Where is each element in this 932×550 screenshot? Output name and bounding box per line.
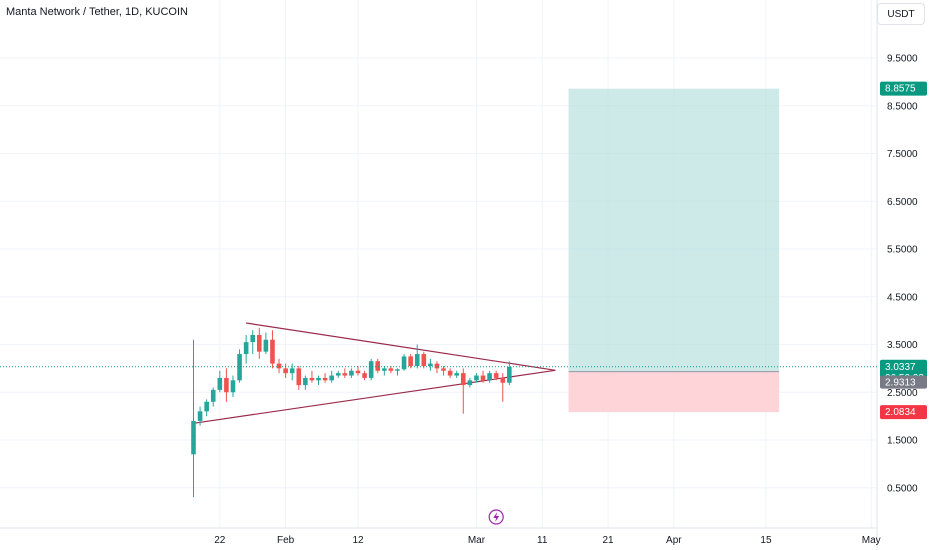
x-tick-label: 21 bbox=[602, 535, 614, 546]
stop-price-tag-text: 2.0834 bbox=[885, 407, 916, 418]
triangle-lower-line bbox=[193, 369, 556, 424]
x-tick-label: 12 bbox=[352, 535, 364, 546]
current-price-tag-text: 3.0337 bbox=[885, 362, 916, 373]
candle-body bbox=[460, 373, 466, 386]
candle-body bbox=[250, 334, 256, 343]
x-tick-label: 22 bbox=[214, 535, 226, 546]
candle-body bbox=[507, 366, 512, 383]
candle-body bbox=[349, 370, 354, 376]
candle-body bbox=[322, 377, 328, 381]
candle-body bbox=[224, 377, 229, 393]
candle-body bbox=[500, 377, 506, 383]
candle-body bbox=[408, 356, 413, 366]
candle-body bbox=[474, 375, 479, 381]
y-tick-label: 5.5000 bbox=[887, 245, 918, 256]
event-marker[interactable] bbox=[488, 509, 504, 525]
entry-price-tag-text: 2.9313 bbox=[885, 378, 916, 389]
y-tick-label: 6.5000 bbox=[887, 197, 918, 208]
candle-body bbox=[421, 354, 427, 366]
stop-price-tag: 2.0834 bbox=[880, 405, 927, 420]
candle-body bbox=[263, 339, 269, 352]
candle-body bbox=[197, 411, 203, 421]
candle-body bbox=[414, 354, 420, 366]
candle-body bbox=[230, 380, 236, 393]
candle-body bbox=[388, 368, 394, 371]
candle-body bbox=[401, 356, 407, 370]
candle-body bbox=[335, 373, 341, 376]
x-tick-label: May bbox=[862, 535, 881, 546]
candle-body bbox=[270, 339, 275, 364]
x-tick-label: Feb bbox=[277, 535, 295, 546]
candles bbox=[191, 327, 512, 498]
target-price-tag-bg bbox=[880, 81, 927, 96]
candle-body bbox=[447, 370, 453, 376]
stop-zone bbox=[568, 371, 780, 413]
candle-body bbox=[217, 377, 223, 390]
y-tick-label: 8.5000 bbox=[887, 101, 918, 112]
triangle-pattern bbox=[193, 322, 556, 424]
candle-body bbox=[362, 373, 367, 378]
x-tick-label: 15 bbox=[760, 535, 772, 546]
candle-body bbox=[309, 377, 315, 381]
candle-body bbox=[368, 361, 374, 378]
candle-body bbox=[441, 368, 446, 371]
candle-body bbox=[342, 373, 348, 376]
candle-body bbox=[493, 373, 499, 378]
y-tick-label: 7.5000 bbox=[887, 149, 918, 160]
y-tick-label: 1.5000 bbox=[887, 436, 918, 447]
candle-body bbox=[283, 368, 288, 374]
position-zones bbox=[568, 88, 780, 413]
x-tick-label: 11 bbox=[537, 535, 548, 546]
candle-body bbox=[428, 363, 433, 366]
triangle-upper-line bbox=[246, 322, 556, 371]
y-tick-label: 3.5000 bbox=[887, 340, 918, 351]
candle-body bbox=[210, 389, 216, 402]
candle-body bbox=[434, 363, 440, 369]
currency-button[interactable]: USDT bbox=[877, 3, 925, 25]
entry-price-tag-bg bbox=[880, 375, 927, 389]
candle-body bbox=[316, 377, 321, 381]
x-tick-label: Mar bbox=[468, 535, 486, 546]
y-tick-label: 4.5000 bbox=[887, 292, 918, 303]
y-axis[interactable]: 0.5000 1.5000 2.5000 3.5000 4.5000 5.5000 6.50… bbox=[887, 54, 918, 495]
candle-body bbox=[303, 377, 308, 386]
candle-body bbox=[191, 420, 196, 455]
candle-body bbox=[480, 375, 486, 381]
candle-body bbox=[487, 373, 492, 381]
target-zone bbox=[568, 88, 780, 372]
candle-body bbox=[204, 401, 209, 412]
entry-price-tag: 2.9313 bbox=[880, 375, 927, 389]
candle-body bbox=[454, 373, 459, 376]
candle-body bbox=[289, 368, 295, 374]
target-price-tag: 8.8575 bbox=[880, 81, 927, 96]
candle-body bbox=[467, 380, 473, 386]
candle-body bbox=[257, 334, 262, 352]
candle-body bbox=[355, 370, 361, 374]
stop-price-tag-bg bbox=[880, 405, 927, 420]
candle-body bbox=[395, 369, 400, 371]
candle-body bbox=[237, 354, 242, 381]
candle-body bbox=[329, 375, 334, 381]
y-tick-label: 0.5000 bbox=[887, 483, 918, 494]
candle-body bbox=[296, 368, 302, 386]
x-axis[interactable]: 22Feb12Mar1121Apr15May13 bbox=[214, 535, 932, 546]
lightning-glyph bbox=[493, 512, 500, 522]
chart-title: Manta Network / Tether, 1D, KUCOIN bbox=[6, 6, 188, 18]
y-tick-label: 2.5000 bbox=[887, 388, 918, 399]
candle-body bbox=[276, 363, 282, 369]
candle-body bbox=[243, 342, 249, 355]
candle-body bbox=[382, 368, 387, 371]
y-tick-label: 9.5000 bbox=[887, 54, 918, 65]
target-price-tag-text: 8.8575 bbox=[885, 84, 916, 95]
x-tick-label: Apr bbox=[666, 535, 682, 546]
candle-body bbox=[375, 361, 381, 371]
